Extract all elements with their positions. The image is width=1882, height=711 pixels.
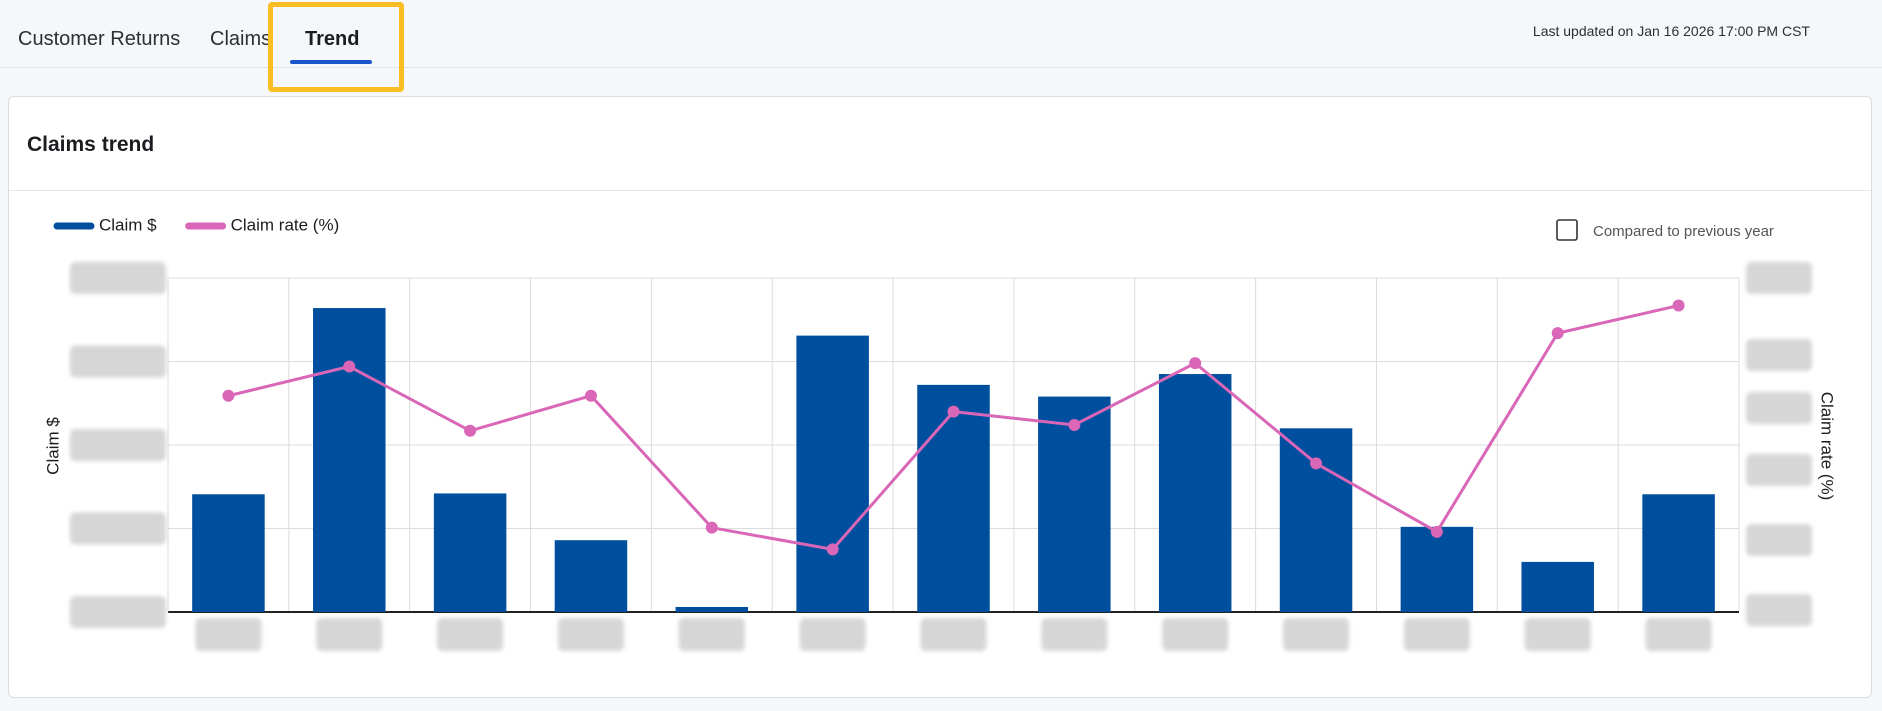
tab[interactable]: Customer Returns [18, 28, 181, 50]
x-tick-label-blurred [799, 618, 866, 651]
x-tick-label-blurred [1162, 618, 1229, 651]
x-tick-label-blurred [1645, 618, 1712, 651]
line-point [1189, 357, 1202, 370]
line-point [1310, 457, 1323, 470]
x-tick-label-blurred [1403, 618, 1470, 651]
line-point [1551, 327, 1564, 340]
bar [1158, 374, 1232, 612]
bar [1038, 396, 1111, 612]
bar [554, 540, 628, 612]
checkbox[interactable] [1556, 219, 1578, 241]
bar [1521, 561, 1594, 612]
bar [1279, 428, 1353, 612]
divider [9, 190, 1871, 191]
y2-tick-label-blurred [1746, 524, 1812, 556]
x-tick-label-blurred [1524, 618, 1591, 651]
line-point [826, 543, 839, 556]
bar [1400, 526, 1474, 612]
y2-tick-label-blurred [1746, 262, 1812, 294]
bar [675, 606, 749, 612]
y2-tick-label-blurred [1746, 454, 1812, 486]
line-point [705, 521, 718, 534]
line-point [1068, 418, 1081, 431]
x-tick-label-blurred [557, 618, 624, 651]
tab[interactable]: Claims [210, 28, 272, 50]
bar [917, 384, 990, 612]
legend-label: Claim $ [99, 215, 157, 234]
bar [433, 493, 507, 612]
line-point [1430, 525, 1443, 538]
y-tick-label-blurred [70, 345, 166, 378]
highlight-box [268, 2, 404, 92]
y-tick-label-blurred [70, 262, 166, 294]
legend-label: Claim rate (%) [231, 215, 340, 234]
y2-tick-label-blurred [1746, 339, 1812, 371]
bar [796, 335, 869, 612]
y-axis-title: Claim $ [43, 417, 62, 475]
y-tick-label-blurred [70, 512, 166, 545]
y2-axis-title: Claim rate (%) [1818, 392, 1837, 501]
y2-tick-label-blurred [1746, 594, 1812, 626]
line-point [584, 389, 597, 402]
card-title: Claims trend [27, 133, 155, 156]
bar [1642, 494, 1715, 612]
line-point [343, 360, 356, 373]
tab-bar: Customer Returns Claims Trend Last updat… [0, 0, 1882, 92]
y-tick-label-blurred [70, 596, 166, 628]
checkbox-label[interactable]: Compared to previous year [1593, 223, 1774, 240]
x-tick-label-blurred [1041, 618, 1108, 651]
x-tick-label-blurred [316, 618, 383, 651]
x-tick-label-blurred [1283, 618, 1350, 651]
tab-active[interactable]: Trend [305, 28, 360, 50]
y2-tick-label-blurred [1746, 392, 1812, 424]
x-tick-label-blurred [195, 618, 262, 651]
y-tick-label-blurred [70, 429, 166, 461]
line-point [1672, 299, 1685, 312]
bar [313, 308, 386, 612]
line-point [947, 405, 960, 418]
line-point [222, 389, 235, 402]
x-tick-label-blurred [437, 618, 504, 651]
bar [192, 494, 265, 612]
last-updated: Last updated on Jan 16 2026 17:00 PM CST [1532, 23, 1810, 39]
tab-underline [290, 60, 372, 64]
x-tick-label-blurred [678, 618, 745, 651]
line-point [464, 424, 477, 437]
x-tick-label-blurred [920, 618, 987, 651]
